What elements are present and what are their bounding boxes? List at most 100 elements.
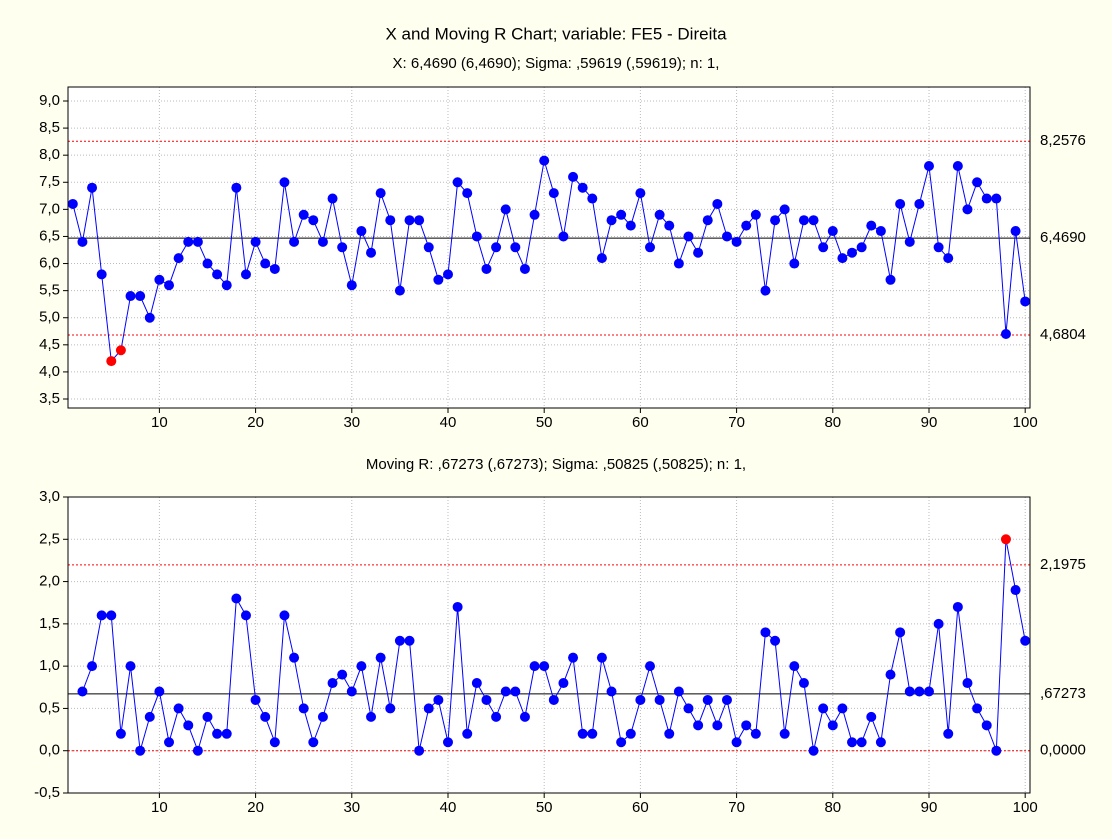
data-point [972, 177, 983, 188]
data-point [741, 720, 752, 731]
x-tick-label: 20 [247, 414, 264, 431]
data-point [645, 661, 656, 672]
data-point [962, 204, 973, 215]
data-point [471, 231, 482, 242]
data-point [375, 652, 386, 663]
data-point [404, 215, 415, 226]
data-point [779, 204, 790, 215]
data-point [558, 231, 569, 242]
x-tick-label: 60 [632, 799, 649, 816]
data-point [693, 247, 704, 258]
data-point [77, 236, 88, 247]
data-point [414, 745, 425, 756]
data-point [875, 737, 886, 748]
plot-area [68, 87, 1030, 408]
data-point [847, 247, 858, 258]
x-tick-label: 40 [440, 799, 457, 816]
data-point [115, 345, 126, 356]
data-point [106, 356, 117, 367]
data-point [808, 745, 819, 756]
y-tick-label: 8,5 [39, 119, 60, 136]
data-point [760, 627, 771, 638]
data-point [164, 737, 175, 748]
x-tick-label: 70 [728, 799, 745, 816]
y-tick-label: 1,5 [39, 615, 60, 632]
data-point [356, 661, 367, 672]
data-point [798, 678, 809, 689]
data-point [885, 669, 896, 680]
data-point [337, 242, 348, 253]
data-point [212, 728, 223, 739]
x-tick-label: 100 [1013, 414, 1038, 431]
data-point [548, 694, 559, 705]
data-point [250, 236, 261, 247]
data-point [539, 155, 550, 166]
data-point [962, 678, 973, 689]
data-point [442, 737, 453, 748]
data-point [308, 215, 319, 226]
y-tick-label: 0,0 [39, 742, 60, 759]
data-point [500, 686, 511, 697]
data-point [904, 686, 915, 697]
x-tick-label: 30 [343, 414, 360, 431]
data-point [721, 231, 732, 242]
x-tick-label: 50 [536, 799, 553, 816]
data-point [510, 242, 521, 253]
data-point [96, 269, 107, 280]
center-label: 6,4690 [1040, 229, 1086, 246]
data-point [519, 263, 530, 274]
data-point [1020, 296, 1031, 307]
data-point [904, 236, 915, 247]
data-point [625, 220, 636, 231]
data-point [1000, 328, 1011, 339]
data-point [664, 728, 675, 739]
y-tick-label: 2,0 [39, 573, 60, 590]
y-tick-label: 8,0 [39, 146, 60, 163]
data-point [327, 193, 338, 204]
y-tick-label: 3,5 [39, 390, 60, 407]
control-limit-label: 8,2576 [1040, 132, 1086, 149]
data-point [847, 737, 858, 748]
data-point [240, 269, 251, 280]
data-point [1010, 585, 1021, 596]
data-point [616, 737, 627, 748]
data-point [654, 209, 665, 220]
data-point [260, 711, 271, 722]
data-point [577, 728, 588, 739]
data-point [366, 247, 377, 258]
data-point [702, 694, 713, 705]
data-point [500, 204, 511, 215]
data-point [1020, 635, 1031, 646]
data-point [269, 737, 280, 748]
data-point [943, 728, 954, 739]
data-point [491, 242, 502, 253]
x-tick-label: 80 [824, 799, 841, 816]
data-point [1010, 226, 1021, 237]
data-point [346, 686, 357, 697]
data-point [183, 236, 194, 247]
data-point [875, 226, 886, 237]
y-tick-label: 4,0 [39, 363, 60, 380]
data-point [519, 711, 530, 722]
data-point [702, 215, 713, 226]
plot-frame [67, 86, 1031, 409]
data-point [991, 193, 1002, 204]
data-point [442, 269, 453, 280]
data-point [346, 280, 357, 291]
data-point [895, 627, 906, 638]
data-point [770, 635, 781, 646]
data-point [529, 209, 540, 220]
data-point [471, 678, 482, 689]
data-point [298, 703, 309, 714]
y-tick-label: 7,5 [39, 173, 60, 190]
data-point [491, 711, 502, 722]
data-point [433, 694, 444, 705]
data-point [923, 161, 934, 172]
data-point [606, 215, 617, 226]
y-tick-label: 4,5 [39, 336, 60, 353]
data-point [317, 711, 328, 722]
data-point [596, 652, 607, 663]
y-tick-label: 6,5 [39, 227, 60, 244]
y-tick-label: 9,0 [39, 92, 60, 109]
data-point [125, 661, 136, 672]
